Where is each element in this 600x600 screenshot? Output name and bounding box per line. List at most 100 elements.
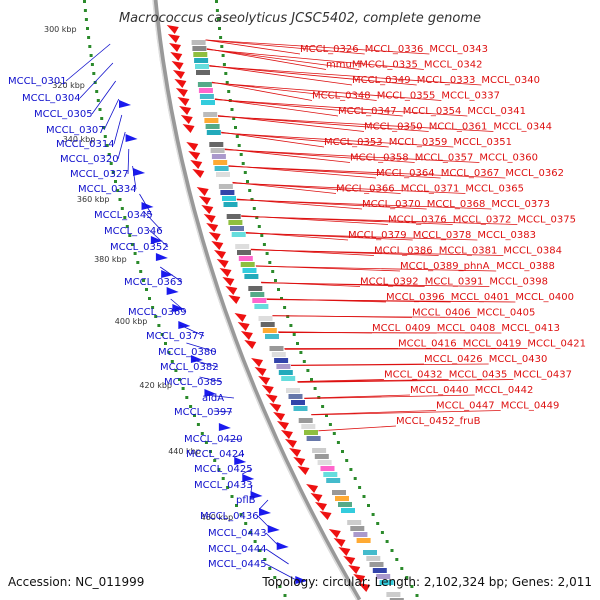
forward-gene-arrow bbox=[133, 168, 146, 176]
gene-label-right: MCCL_0348 bbox=[312, 91, 371, 102]
feature-block bbox=[228, 220, 243, 225]
backbone-arc bbox=[152, 0, 362, 600]
guide-dot bbox=[128, 234, 132, 237]
reverse-gene-arrow bbox=[254, 367, 267, 376]
leader-line bbox=[259, 499, 269, 510]
reverse-gene-arrow bbox=[198, 196, 211, 205]
gene-label-right: MCCL_0437 bbox=[513, 370, 572, 381]
gene-label-right: MCCL_0340 bbox=[481, 75, 540, 86]
guide-dot bbox=[246, 180, 249, 183]
guide-dot bbox=[167, 351, 171, 354]
forward-gene-arrow bbox=[276, 542, 289, 550]
reverse-gene-arrow bbox=[201, 205, 214, 214]
guide-dot bbox=[83, 0, 86, 3]
gene-label-right: MCCL_0351 bbox=[453, 137, 512, 148]
guide-dot bbox=[239, 513, 243, 516]
reverse-gene-arrow bbox=[265, 394, 278, 403]
leader-line bbox=[127, 148, 130, 175]
reverse-gene-arrow bbox=[276, 421, 289, 430]
gene-label-right: MCCL_0406 bbox=[412, 308, 471, 319]
reverse-gene-arrow bbox=[338, 547, 351, 556]
guide-dot bbox=[196, 423, 200, 426]
gene-label-left: MCCL_0382 bbox=[160, 362, 219, 373]
reverse-gene-arrow bbox=[179, 106, 192, 115]
gene-label-right: MCCL_0378 bbox=[413, 230, 472, 241]
reverse-gene-arrow bbox=[225, 286, 238, 295]
guide-dot bbox=[376, 522, 380, 525]
feature-block bbox=[389, 598, 404, 600]
gene-label-left: MCCL_0380 bbox=[158, 347, 217, 358]
reverse-gene-arrow bbox=[315, 502, 328, 511]
gene-label-right: MCCL_0432 bbox=[384, 370, 443, 381]
reverse-gene-arrow bbox=[343, 556, 356, 565]
leader-line bbox=[79, 62, 114, 99]
gene-label-right: MCCL_0430 bbox=[489, 354, 548, 365]
feature-block bbox=[258, 316, 273, 321]
guide-dot bbox=[235, 504, 238, 507]
feature-block bbox=[347, 520, 362, 525]
guide-dot bbox=[271, 270, 275, 273]
leader-line bbox=[221, 131, 325, 148]
gene-label-right: MCCL_0449 bbox=[501, 401, 560, 412]
guide-dot bbox=[349, 468, 353, 471]
guide-dot bbox=[221, 54, 225, 57]
guide-dot bbox=[90, 63, 94, 66]
leader-line bbox=[209, 65, 417, 86]
feature-block bbox=[218, 184, 233, 189]
forward-gene-arrow bbox=[155, 253, 168, 261]
guide-dot bbox=[170, 360, 174, 363]
gene-label-right: MCCL_0364 bbox=[376, 168, 435, 179]
gene-label-left: MCCL_0327 bbox=[70, 169, 129, 180]
leader-line bbox=[211, 82, 377, 101]
guide-dot bbox=[385, 540, 389, 543]
forward-gene-arrow bbox=[190, 355, 203, 363]
leader-line bbox=[242, 468, 253, 475]
feature-block bbox=[338, 502, 352, 507]
feature-block bbox=[196, 70, 210, 75]
reverse-gene-arrow bbox=[174, 79, 187, 88]
guide-dot bbox=[225, 81, 229, 84]
leader-line bbox=[179, 324, 205, 337]
reverse-gene-arrow bbox=[170, 52, 183, 61]
leader-line bbox=[159, 266, 183, 283]
gene-label-right: MCCL_0360 bbox=[479, 153, 538, 164]
guide-dot bbox=[145, 288, 148, 291]
kbp-tick-label: 460 kbp bbox=[201, 513, 234, 522]
leader-line bbox=[297, 379, 514, 383]
feature-block bbox=[194, 58, 209, 63]
guide-dot bbox=[230, 495, 234, 498]
reverse-gene-arrow bbox=[166, 25, 179, 34]
feature-block bbox=[242, 268, 257, 273]
gene-label-right: MCCL_0426 bbox=[424, 354, 483, 365]
feature-block bbox=[293, 406, 308, 411]
reverse-gene-arrow bbox=[280, 430, 293, 439]
gene-label-right: MCCL_0442 bbox=[475, 385, 534, 396]
guide-dot bbox=[262, 243, 266, 246]
gene-label-left: MCCL_0385 bbox=[164, 377, 223, 388]
guide-dot bbox=[213, 459, 217, 462]
guide-dot bbox=[120, 207, 124, 210]
leader-line bbox=[311, 410, 437, 415]
guide-dot bbox=[220, 45, 224, 48]
forward-gene-arrow bbox=[218, 423, 231, 431]
reverse-gene-arrow bbox=[234, 313, 247, 322]
reverse-gene-arrow bbox=[222, 277, 235, 286]
guide-dot bbox=[174, 369, 178, 372]
gene-label-right: MCCL_0452_fruB bbox=[396, 416, 481, 427]
guide-dot bbox=[234, 126, 237, 129]
guide-dot bbox=[263, 558, 267, 561]
leader-line bbox=[117, 131, 126, 160]
reverse-gene-arrow bbox=[348, 565, 361, 574]
reverse-gene-arrow bbox=[306, 484, 319, 493]
guide-dot bbox=[268, 261, 272, 264]
kbp-tick-label: 340 kbp bbox=[63, 135, 96, 144]
gene-label-left: MCCL_0301 bbox=[8, 76, 67, 87]
guide-dot bbox=[157, 324, 161, 327]
guide-dot bbox=[217, 468, 221, 471]
feature-block bbox=[372, 568, 387, 573]
gene-label-right: MCCL_0344 bbox=[493, 122, 552, 133]
guide-dot bbox=[273, 576, 277, 579]
gene-label-right: MCCL_0326 bbox=[300, 44, 359, 55]
feature-block bbox=[265, 334, 279, 339]
leader-line bbox=[209, 65, 353, 86]
